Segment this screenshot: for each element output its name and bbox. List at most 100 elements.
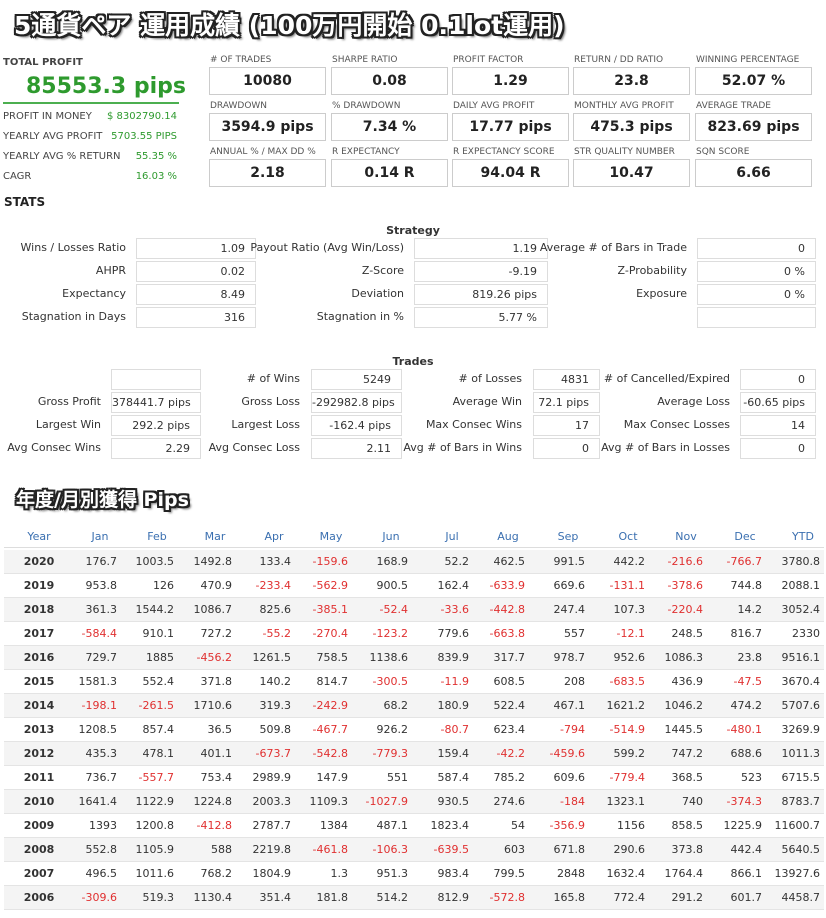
month-cell: -461.8 [312,843,348,856]
stat-label: Avg # of Bars in Wins [403,441,522,454]
stat-value: 316 [136,307,256,328]
month-cell: 952.6 [613,651,646,664]
month-cell: -220.4 [667,603,703,616]
month-cell: -233.4 [255,579,291,592]
month-cell: 1046.2 [664,699,704,712]
stat-label: Stagnation in Days [21,310,126,323]
month-cell: 866.1 [730,867,763,880]
table-row [4,718,824,742]
month-cell: 1393 [89,819,117,832]
month-cell: 2989.9 [252,771,292,784]
month-cell: 3670.4 [781,675,821,688]
month-cell: -794 [560,723,585,736]
month-cell: 5640.5 [781,843,821,856]
month-cell: -456.2 [196,651,232,664]
metric-label: # OF TRADES [210,55,272,65]
month-cell: 319.3 [259,699,292,712]
month-cell: -55.2 [262,627,291,640]
month-cell: -52.4 [379,603,408,616]
month-cell: 609.6 [553,771,586,784]
month-cell: 825.6 [259,603,292,616]
month-cell: 351.4 [259,891,292,904]
stat-label: # of Wins [246,372,300,385]
month-cell: 274.6 [493,795,526,808]
stat-value: 378441.7 pips [111,392,201,413]
stat-value: 0 % [697,261,816,282]
stat-label: Max Consec Losses [623,418,730,431]
table-row [4,550,824,574]
column-header: Sep [557,530,579,543]
stat-value: -60.65 pips [740,392,816,413]
month-cell: 812.9 [437,891,470,904]
month-cell: 478.1 [142,747,175,760]
stat-value: 8.49 [136,284,256,305]
month-cell: 52.2 [444,555,470,568]
month-cell: 740 [682,795,703,808]
stat-label: Largest Loss [231,418,300,431]
month-cell: 1641.4 [78,795,118,808]
month-cell: 496.5 [85,867,118,880]
table-row [4,694,824,718]
stat-label: # of Cancelled/Expired [603,372,730,385]
stat-label: Z-Probability [617,264,687,277]
month-cell: 608.5 [493,675,526,688]
metric-label: DRAWDOWN [210,101,268,111]
month-cell: 1621.2 [606,699,646,712]
month-cell: -131.1 [609,579,645,592]
metric-value: 10080 [209,67,326,95]
month-cell: 839.9 [437,651,470,664]
column-header: Jul [445,530,459,543]
month-cell: 2088.1 [781,579,821,592]
month-cell: 509.8 [259,723,292,736]
month-cell: -542.8 [312,747,348,760]
month-cell: 551 [387,771,408,784]
metric-label: % DRAWDOWN [332,101,401,111]
stat-value: 0.02 [136,261,256,282]
stat-value: 1.09 [136,238,256,259]
month-cell: 368.5 [671,771,704,784]
month-cell: 601.7 [730,891,763,904]
month-cell: 857.4 [142,723,175,736]
month-cell: 1823.4 [430,819,470,832]
month-cell: 181.8 [316,891,349,904]
month-cell: 910.1 [142,627,175,640]
month-cell: 474.2 [730,699,763,712]
month-cell: 729.7 [85,651,118,664]
month-cell: 978.7 [553,651,586,664]
column-header: Year [27,530,51,543]
section-title: Strategy [386,224,440,237]
table-row [4,886,824,910]
month-cell: 2787.7 [252,819,292,832]
stat-value: -162.4 pips [311,415,402,436]
month-cell: 4458.7 [781,891,821,904]
stat-value: 14 [740,415,816,436]
month-cell: 1323.1 [606,795,646,808]
month-cell: -270.4 [312,627,348,640]
month-cell: 599.2 [613,747,646,760]
month-cell: 557 [564,627,585,640]
metric-value: 0.08 [331,67,448,95]
stat-value: 0 [740,369,816,390]
month-cell: 487.1 [376,819,409,832]
stat-value: 0 [533,438,600,459]
stat-value: 2.29 [111,438,201,459]
month-cell: -123.2 [372,627,408,640]
year-cell: 2010 [23,795,55,808]
month-cell: 799.5 [493,867,526,880]
stat-label: Z-Score [361,264,404,277]
year-cell: 2007 [23,867,55,880]
month-cell: 2848 [557,867,585,880]
month-cell: 23.8 [737,651,763,664]
table-row [4,838,824,862]
month-cell: 1011.6 [135,867,175,880]
month-cell: 3780.8 [781,555,821,568]
stat-label: Average Loss [657,395,730,408]
table-row [4,766,824,790]
month-cell: 2003.3 [252,795,292,808]
stat-value [697,307,816,328]
stat-label: Average Win [452,395,522,408]
month-cell: -683.5 [609,675,645,688]
month-cell: 373.8 [671,843,704,856]
metric-value: 1.29 [452,67,569,95]
month-cell: 1225.9 [723,819,763,832]
